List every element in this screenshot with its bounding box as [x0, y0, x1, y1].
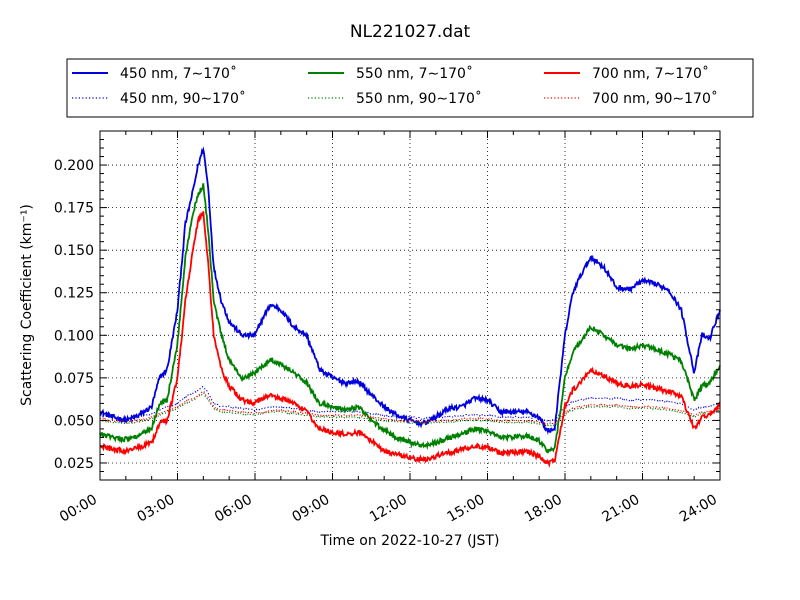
series-line: [99, 391, 721, 427]
y-tick-label: 0.150: [54, 243, 94, 259]
x-tick-label: 03:00: [135, 492, 178, 526]
plot-series: [99, 146, 721, 468]
series-line: [99, 211, 721, 468]
legend: 450 nm, 7∼170˚ 450 nm, 90∼170˚ 550 nm, 7∼1…: [66, 58, 754, 118]
x-tick-label: 21:00: [600, 492, 643, 526]
y-tick-label: 0.050: [54, 413, 94, 429]
legend-label: 700 nm, 90∼170˚: [592, 90, 718, 107]
legend-label: 550 nm, 7∼170˚: [356, 65, 473, 82]
x-axis-label: Time on 2022-10-27 (JST): [320, 533, 500, 549]
y-tick-label: 0.075: [54, 371, 94, 387]
y-tick-label: 0.200: [54, 158, 94, 174]
legend-label: 450 nm, 7∼170˚: [120, 65, 237, 82]
x-tick-label: 12:00: [367, 492, 410, 526]
x-tick-label: 15:00: [445, 492, 488, 526]
series-line: [99, 183, 721, 454]
series-line: [99, 146, 721, 435]
legend-label: 450 nm, 90∼170˚: [120, 90, 246, 107]
legend-frame: [66, 58, 754, 118]
y-axis-label: Scattering Coefficient (km⁻¹): [19, 204, 35, 406]
x-tick-label: 00:00: [57, 492, 100, 526]
chart-title: NL221027.dat: [350, 22, 471, 42]
x-tick-label: 18:00: [522, 492, 565, 526]
legend-label: 700 nm, 7∼170˚: [592, 65, 709, 82]
y-tick-label: 0.025: [54, 456, 94, 472]
x-tick-label: 09:00: [290, 492, 333, 526]
y-tick-label: 0.125: [54, 286, 94, 302]
x-tick-label: 06:00: [212, 492, 255, 526]
legend-label: 550 nm, 90∼170˚: [356, 90, 482, 107]
y-tick-label: 0.175: [54, 201, 94, 217]
y-tick-label: 0.100: [54, 328, 94, 344]
series-line: [99, 390, 721, 426]
axis-ticks: 00:00 03:00 06:00 09:00 12:00 15:00 18:00 21:00…: [54, 130, 721, 526]
x-tick-label: 24:00: [677, 492, 720, 526]
grid: [100, 131, 720, 480]
